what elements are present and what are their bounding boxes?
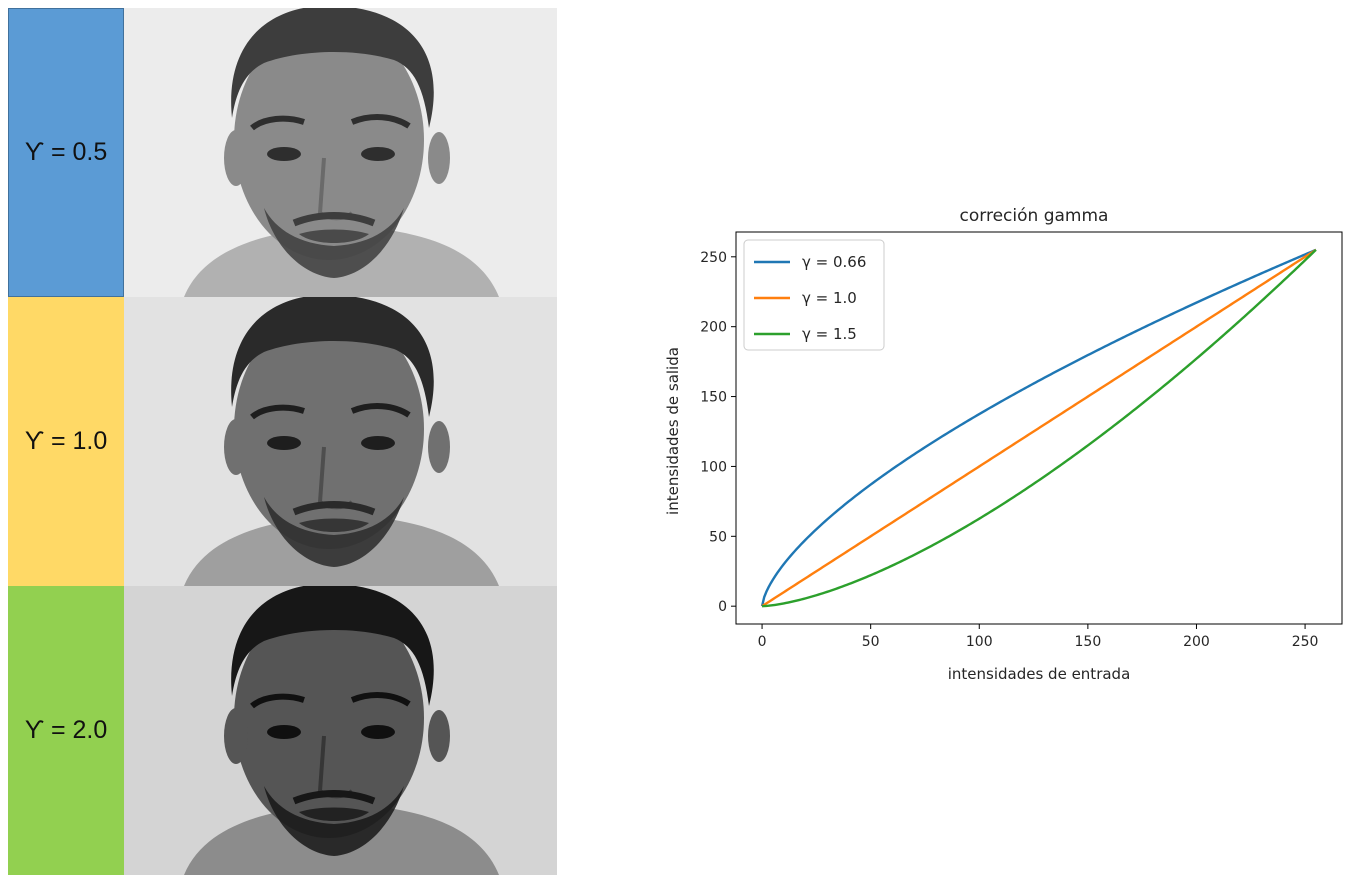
- plot-frame: [735, 231, 1343, 625]
- gamma-label: ϒ = 2.0: [8, 586, 124, 875]
- series-line-2: [761, 248, 1317, 608]
- legend-entry: γ = 1.5: [802, 325, 857, 343]
- panel-gamma-2-0: ϒ = 2.0: [8, 586, 557, 875]
- series-line-3: [762, 248, 1317, 608]
- x-tick-label: 0: [758, 634, 767, 650]
- panel-gamma-1-0: ϒ = 1.0: [8, 297, 557, 586]
- x-tick-label: 250: [1292, 634, 1319, 650]
- legend-entry: γ = 1.0: [802, 289, 857, 307]
- portrait-photo: [124, 586, 557, 875]
- y-tick-label: 150: [700, 390, 727, 406]
- y-axis-label: intensidades de salida: [664, 347, 682, 515]
- y-tick-label: 0: [718, 599, 727, 615]
- gamma-label: ϒ = 1.0: [8, 297, 124, 586]
- series-line-1: [760, 248, 1317, 607]
- gamma-label: ϒ = 0.5: [8, 8, 124, 297]
- y-tick-label: 250: [700, 250, 727, 266]
- portrait-photo: [124, 8, 557, 297]
- legend-box: [743, 239, 885, 351]
- gamma-chart: correción gamma intensidades de entrada …: [664, 206, 1343, 683]
- panel-gamma-0-5: ϒ = 0.5: [8, 8, 557, 297]
- y-tick-label: 50: [709, 529, 727, 545]
- x-tick-label: 150: [1075, 634, 1102, 650]
- x-tick-label: 200: [1183, 634, 1210, 650]
- x-tick-label: 50: [862, 634, 880, 650]
- portrait-photo: [124, 297, 557, 586]
- y-tick-label: 100: [700, 459, 727, 475]
- chart-title: correción gamma: [960, 206, 1109, 226]
- x-axis-label: intensidades de entrada: [948, 665, 1131, 683]
- legend-entry: γ = 0.66: [802, 253, 866, 271]
- y-tick-label: 200: [700, 320, 727, 336]
- x-tick-label: 100: [966, 634, 993, 650]
